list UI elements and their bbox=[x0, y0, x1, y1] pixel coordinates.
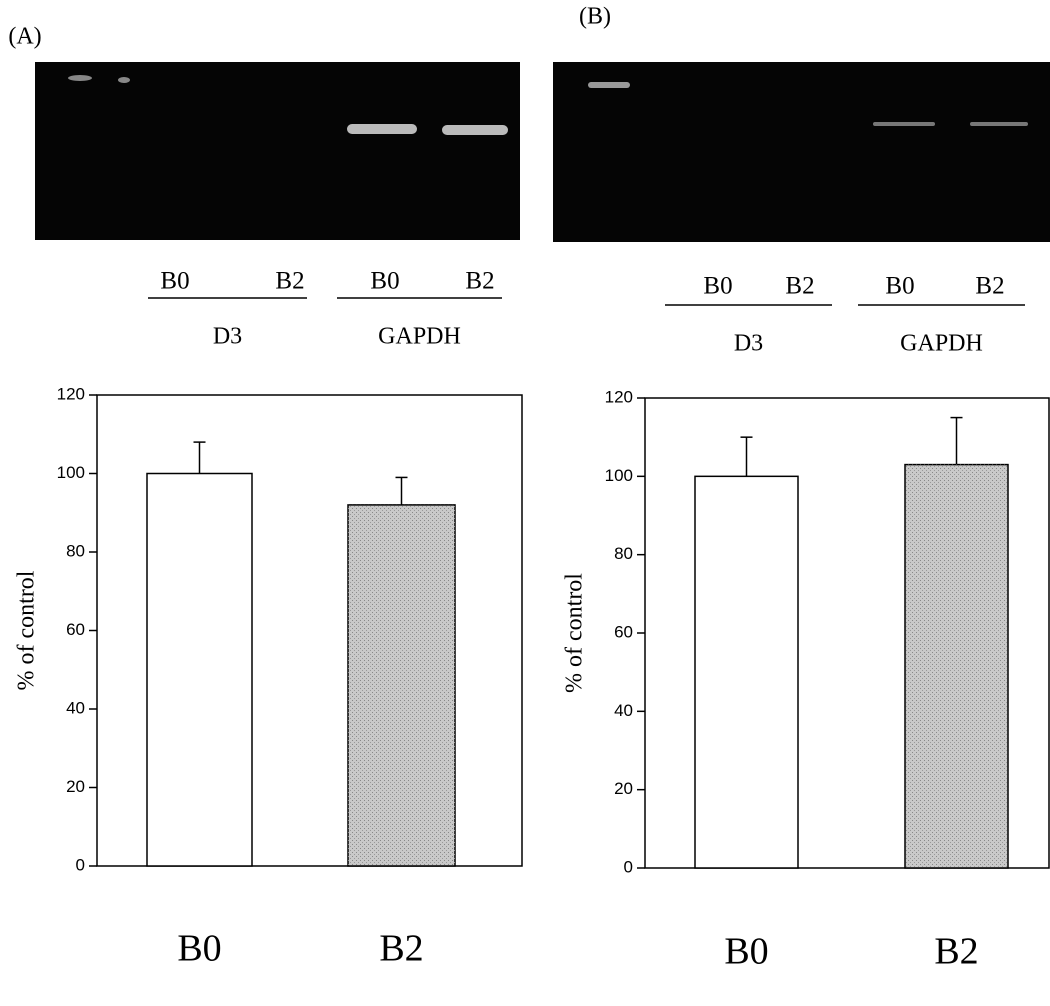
bar-texture bbox=[348, 505, 455, 866]
lane-label: B2 bbox=[975, 273, 1004, 300]
lane-label: B2 bbox=[465, 268, 494, 295]
gel-band bbox=[588, 82, 630, 88]
lane-label: B0 bbox=[703, 273, 732, 300]
y-axis-label: % of control bbox=[14, 570, 40, 690]
gel-band bbox=[347, 124, 417, 134]
lane-label: B0 bbox=[885, 273, 914, 300]
group-label: D3 bbox=[734, 331, 763, 357]
y-tick-label: 0 bbox=[76, 855, 85, 874]
y-tick-label: 40 bbox=[66, 698, 85, 717]
bar bbox=[147, 474, 252, 867]
y-tick-label: 100 bbox=[605, 466, 633, 485]
group-label: D3 bbox=[213, 324, 242, 350]
bar-texture bbox=[905, 465, 1008, 868]
gel-band bbox=[68, 75, 92, 81]
panel-label: (A) bbox=[8, 24, 41, 50]
lane-label: B2 bbox=[275, 268, 304, 295]
group-label: GAPDH bbox=[378, 324, 461, 350]
y-axis-label: % of control bbox=[562, 573, 588, 693]
panel-label: (B) bbox=[579, 4, 611, 30]
lane-label: B2 bbox=[785, 273, 814, 300]
lane-label: B0 bbox=[370, 268, 399, 295]
gel-band bbox=[970, 122, 1028, 126]
y-tick-label: 20 bbox=[66, 777, 85, 796]
y-tick-label: 40 bbox=[614, 701, 633, 720]
page: {"chart_data": [ {"type": "bar", "panel_… bbox=[0, 0, 1050, 1006]
y-tick-label: 20 bbox=[614, 779, 633, 798]
x-tick-label: B2 bbox=[379, 928, 423, 970]
group-label: GAPDH bbox=[900, 331, 983, 357]
x-tick-label: B0 bbox=[724, 931, 768, 973]
y-tick-label: 80 bbox=[66, 541, 85, 560]
x-tick-label: B0 bbox=[177, 928, 221, 970]
y-tick-label: 60 bbox=[66, 620, 85, 639]
y-tick-label: 60 bbox=[614, 622, 633, 641]
y-tick-label: 120 bbox=[57, 384, 85, 403]
gel-image bbox=[553, 62, 1050, 242]
gel-band bbox=[873, 122, 935, 126]
figure: (A) B0 B2 B0 B2 D3 GAPDH 0 20 40 60 80 100 120 % of co… bbox=[0, 0, 1050, 1006]
y-tick-label: 120 bbox=[605, 387, 633, 406]
y-tick-label: 0 bbox=[624, 857, 633, 876]
gel-band bbox=[118, 77, 130, 83]
y-tick-label: 80 bbox=[614, 544, 633, 563]
x-tick-label: B2 bbox=[934, 931, 978, 973]
y-tick-label: 100 bbox=[57, 463, 85, 482]
gel-band bbox=[442, 125, 508, 135]
gel-image bbox=[35, 62, 520, 240]
bar bbox=[695, 476, 798, 868]
lane-label: B0 bbox=[160, 268, 189, 295]
